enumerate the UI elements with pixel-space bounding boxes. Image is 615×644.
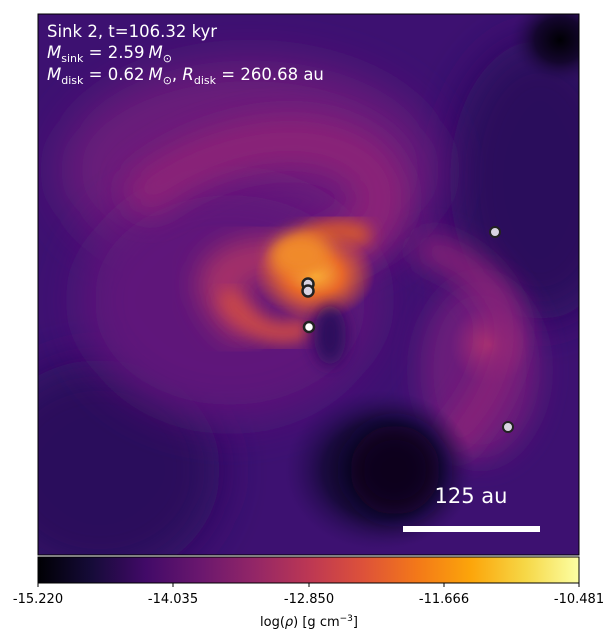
sink-markers bbox=[301, 226, 514, 433]
colorbar-ticks bbox=[37, 583, 580, 587]
colorbar-tick-labels: -15.220 -14.035 -12.850 -11.666 -10.481 bbox=[13, 592, 604, 607]
annotation: Sink 2, t=106.32 kyr Msink = 2.59 M⊙ Mdis… bbox=[47, 22, 324, 87]
colorbar: -15.220 -14.035 -12.850 -11.666 -10.481 … bbox=[13, 556, 604, 630]
colorbar-tick-label: -12.850 bbox=[284, 592, 334, 607]
annotation-sink-mass: Msink = 2.59 M⊙ bbox=[47, 43, 172, 65]
colorbar-tick-label: -10.481 bbox=[554, 592, 604, 607]
sink-marker bbox=[301, 284, 315, 298]
annotation-sink-time: Sink 2, t=106.32 kyr bbox=[47, 22, 217, 41]
colorbar-tick-label: -14.035 bbox=[148, 592, 198, 607]
colorbar-tick-label: -15.220 bbox=[13, 592, 63, 607]
plot-frame bbox=[37, 13, 580, 556]
sink-marker bbox=[502, 421, 514, 433]
annotation-disk: Mdisk = 0.62 M⊙, Rdisk = 260.68 au bbox=[47, 65, 324, 87]
scale-bar-label: 125 au bbox=[435, 484, 508, 508]
colorbar-tick-label: -11.666 bbox=[419, 592, 469, 607]
scale-bar-line bbox=[403, 526, 540, 532]
density-map bbox=[38, 14, 579, 555]
colorbar-gradient bbox=[38, 557, 579, 583]
sink-marker bbox=[489, 226, 501, 238]
scale-bar: 125 au bbox=[403, 484, 540, 532]
colorbar-label: log(ρ) [g cm−3] bbox=[260, 614, 358, 630]
sink-marker bbox=[302, 320, 316, 334]
